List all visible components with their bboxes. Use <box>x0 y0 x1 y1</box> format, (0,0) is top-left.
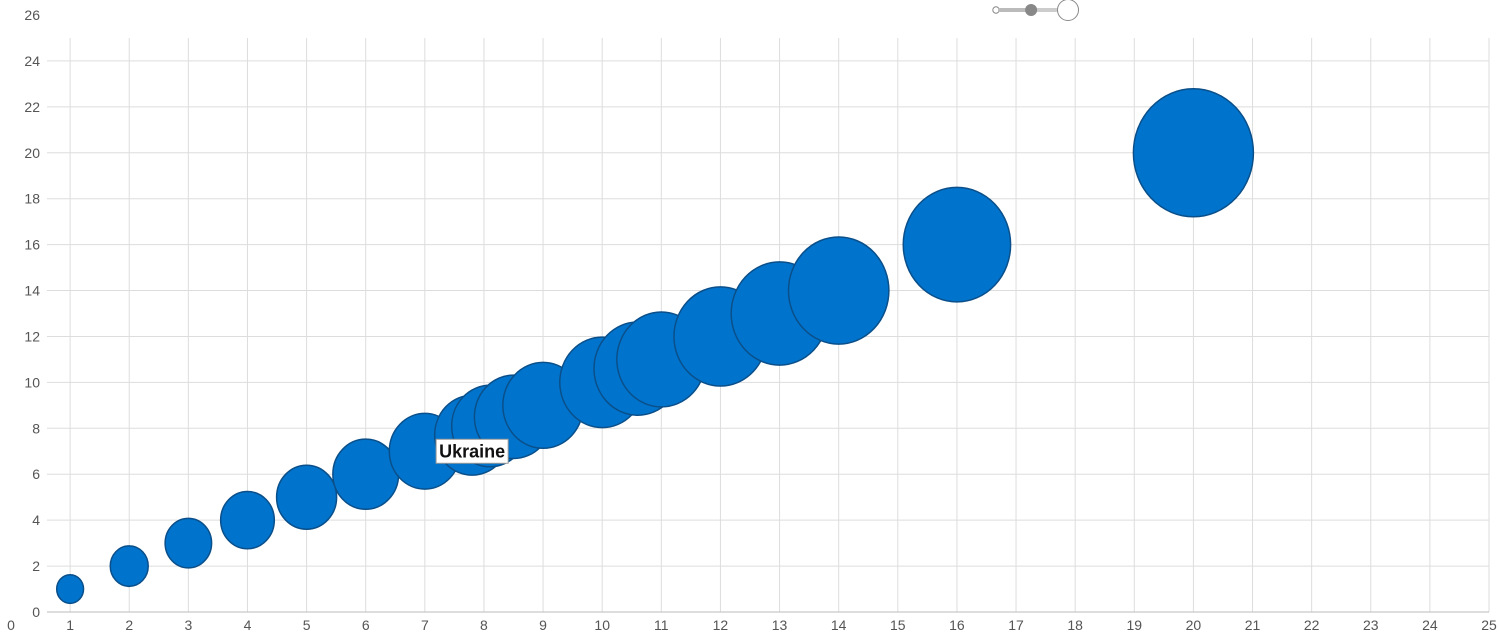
x-tick-label: 3 <box>184 617 192 632</box>
x-tick-label: 20 <box>1186 617 1202 632</box>
x-tick-label: 21 <box>1245 617 1261 632</box>
y-tick-label: 8 <box>32 420 40 436</box>
slider-knob[interactable] <box>1025 4 1038 16</box>
y-tick-label: 16 <box>24 237 40 253</box>
x-tick-label: 24 <box>1422 617 1438 632</box>
x-tick-label: 0 <box>7 617 15 632</box>
x-tick-label: 8 <box>480 617 488 632</box>
x-tick-label: 23 <box>1363 617 1379 632</box>
x-tick-label: 10 <box>594 617 610 632</box>
bubble[interactable] <box>1132 88 1255 218</box>
y-tick-label: 12 <box>24 328 40 344</box>
annotation-box <box>435 438 509 464</box>
y-tick-label: 0 <box>32 604 40 620</box>
bubble-series <box>55 88 1255 605</box>
y-tick-label: 2 <box>32 558 40 574</box>
bubble[interactable] <box>219 490 276 550</box>
bubble[interactable] <box>275 464 338 530</box>
x-tick-label: 18 <box>1067 617 1083 632</box>
x-tick-label: 9 <box>539 617 547 632</box>
x-tick-label: 14 <box>831 617 847 632</box>
x-tick-label: 6 <box>362 617 370 632</box>
x-tick-label: 11 <box>654 617 669 632</box>
bubble-size-slider[interactable] <box>990 0 1082 22</box>
x-tick-label: 7 <box>421 617 429 632</box>
annotations: Ukraine <box>435 438 509 464</box>
bubble[interactable] <box>787 236 890 345</box>
bubble[interactable] <box>109 545 149 588</box>
y-tick-label: 10 <box>24 374 40 390</box>
bubble[interactable] <box>164 517 213 569</box>
x-tick-label: 12 <box>713 617 729 632</box>
y-tick-label: 6 <box>32 466 40 482</box>
bubble-annotation: Ukraine <box>435 438 509 464</box>
y-tick-label: 4 <box>32 512 40 528</box>
x-tick-label: 19 <box>1126 617 1142 632</box>
x-tick-label: 4 <box>244 617 252 632</box>
x-tick-label: 5 <box>303 617 311 632</box>
x-tick-label: 17 <box>1008 617 1024 632</box>
slider-max-icon <box>1057 0 1079 21</box>
y-tick-label: 20 <box>24 145 40 161</box>
x-tick-label: 2 <box>125 617 133 632</box>
axis-ticks: 0 1 2 3 4 5 6 7 8 9 10 11 12 13 14 15 16 17 18 19 20 21 22 23 24… <box>7 7 1497 632</box>
x-tick-label: 13 <box>772 617 788 632</box>
bubble[interactable] <box>902 186 1012 303</box>
x-tick-label: 22 <box>1304 617 1320 632</box>
x-tick-label: 16 <box>949 617 965 632</box>
annotation-label: Ukraine <box>439 441 505 461</box>
y-tick-label: 24 <box>24 53 40 69</box>
x-tick-label: 25 <box>1481 617 1497 632</box>
y-tick-label: 18 <box>24 191 40 207</box>
y-tick-label: 14 <box>24 283 40 299</box>
x-tick-label: 15 <box>890 617 906 632</box>
y-tick-label: 22 <box>24 99 40 115</box>
x-tick-label: 1 <box>66 617 74 632</box>
y-tick-label: 26 <box>24 7 40 23</box>
bubble[interactable] <box>55 573 85 605</box>
